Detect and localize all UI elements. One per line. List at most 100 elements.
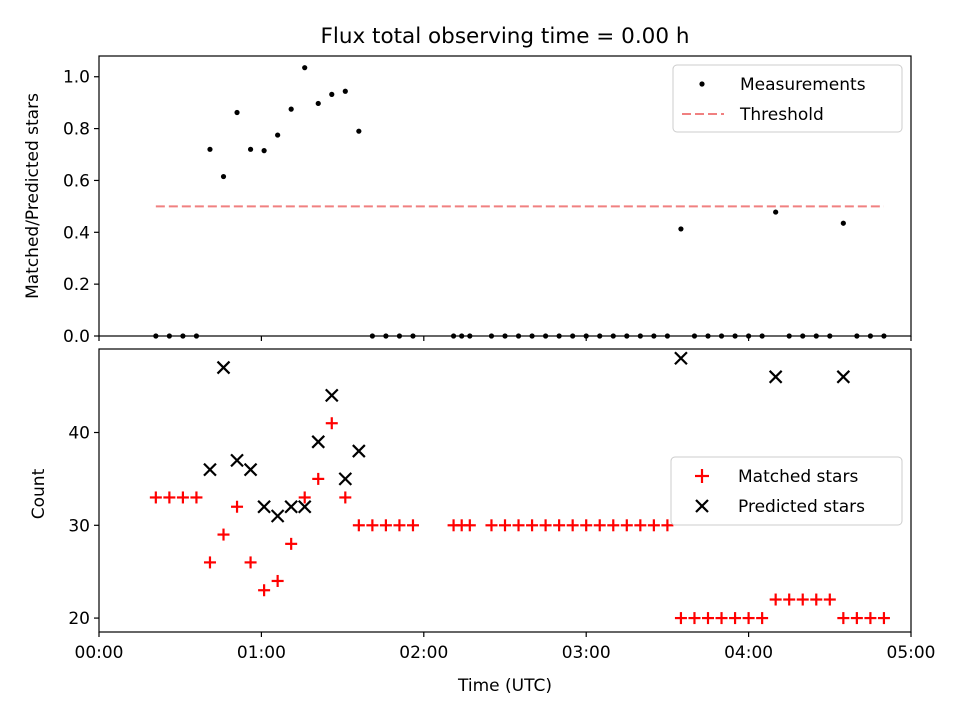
measurements-point bbox=[773, 209, 779, 215]
matched-stars-point bbox=[837, 612, 850, 625]
matched-stars-point bbox=[163, 491, 176, 504]
measurements-point bbox=[261, 148, 267, 154]
matched-stars-point bbox=[756, 612, 769, 625]
y-tick-label: 0.4 bbox=[63, 223, 90, 243]
measurements-point bbox=[288, 106, 294, 112]
matched-stars-point bbox=[850, 612, 863, 625]
matched-stars-point bbox=[539, 519, 552, 532]
y-tick-label: 20 bbox=[68, 609, 90, 629]
matched-stars-point bbox=[190, 491, 203, 504]
y-tick-label: 0.0 bbox=[63, 327, 90, 347]
matched-stars-point bbox=[715, 612, 728, 625]
y-tick-label: 0.8 bbox=[63, 120, 90, 140]
matched-stars-point bbox=[553, 519, 566, 532]
matched-stars-point bbox=[485, 519, 498, 532]
matched-stars-point bbox=[203, 556, 216, 569]
y-tick-label: 30 bbox=[68, 516, 90, 536]
predicted-stars-point bbox=[230, 453, 244, 468]
top-legend: Measurements Threshold bbox=[672, 64, 903, 133]
matched-stars-point bbox=[366, 519, 379, 532]
matched-stars-point bbox=[176, 491, 189, 504]
matched-stars-point bbox=[729, 612, 742, 625]
predicted-stars-point bbox=[324, 388, 339, 403]
x-tick-label: 05:00 bbox=[887, 643, 936, 663]
matched-stars-point bbox=[864, 612, 877, 625]
x-tick-label: 04:00 bbox=[724, 643, 773, 663]
matched-stars-point bbox=[742, 612, 755, 625]
predicted-stars-point bbox=[257, 499, 271, 514]
legend-marker-predicted-stars bbox=[695, 499, 709, 513]
matched-stars-point bbox=[379, 519, 392, 532]
x-tick-label: 00:00 bbox=[75, 643, 124, 663]
predicted-stars-point bbox=[768, 370, 783, 384]
y-tick-label: 40 bbox=[68, 424, 90, 444]
matched-stars-point bbox=[339, 491, 352, 504]
x-tick-label: 02:00 bbox=[399, 643, 448, 663]
measurements-point bbox=[247, 146, 254, 152]
matched-stars-point bbox=[325, 417, 338, 430]
matched-stars-point bbox=[810, 593, 823, 606]
predicted-stars-point bbox=[284, 499, 298, 514]
bottom-panel: Count Time (UTC) 00:00 01:00 02:00 03:00 04:… bbox=[29, 348, 936, 696]
measurements-point bbox=[356, 128, 362, 134]
matched-stars-point bbox=[285, 537, 298, 550]
matched-stars-point bbox=[231, 500, 244, 513]
matched-stars-point bbox=[298, 491, 311, 504]
measurements-point bbox=[207, 146, 213, 152]
matched-stars-point bbox=[512, 519, 525, 532]
legend-label-measurements: Measurements bbox=[740, 75, 866, 95]
x-axis-label: Time (UTC) bbox=[457, 676, 552, 696]
matched-stars-point bbox=[607, 519, 620, 532]
matched-stars-point bbox=[217, 528, 230, 541]
bottom-axes-frame bbox=[98, 348, 912, 633]
y-tick-label: 1.0 bbox=[63, 68, 90, 88]
bottom-y-axis-label: Count bbox=[29, 468, 49, 519]
predicted-stars-point bbox=[836, 370, 851, 384]
matched-stars-point bbox=[580, 519, 593, 532]
predicted-stars-point bbox=[352, 444, 366, 458]
predicted-stars-point bbox=[297, 499, 312, 514]
legend-box bbox=[672, 64, 903, 133]
measurements-point bbox=[840, 220, 846, 226]
predicted-stars-point bbox=[311, 435, 326, 449]
legend-label-matched-stars: Matched stars bbox=[738, 467, 858, 487]
matched-stars-point bbox=[620, 519, 633, 532]
matched-stars-point bbox=[702, 612, 714, 625]
measurements-point bbox=[678, 226, 684, 232]
top-axes-frame bbox=[98, 55, 912, 337]
measurements-point bbox=[234, 109, 240, 116]
measurements-point bbox=[302, 65, 308, 71]
legend-label-threshold: Threshold bbox=[739, 105, 824, 125]
chart-title: Flux total observing time = 0.00 h bbox=[321, 24, 690, 49]
matched-stars-point bbox=[244, 556, 257, 569]
measurements-point bbox=[342, 88, 348, 94]
predicted-stars-point bbox=[216, 360, 231, 375]
predicted-stars-point bbox=[674, 351, 688, 366]
matched-stars-point bbox=[634, 519, 647, 532]
matched-stars-point bbox=[271, 574, 284, 587]
matched-stars-point bbox=[877, 612, 890, 625]
legend-label-predicted-stars: Predicted stars bbox=[738, 497, 865, 517]
measurements-point bbox=[275, 132, 281, 138]
matched-stars-point bbox=[769, 593, 782, 606]
x-tick-label: 01:00 bbox=[237, 643, 286, 663]
matched-stars-point bbox=[312, 472, 325, 485]
matched-stars-point bbox=[688, 612, 701, 625]
matched-stars-point bbox=[566, 519, 579, 532]
matched-stars-point bbox=[783, 593, 796, 606]
matched-stars-point bbox=[352, 519, 365, 532]
top-y-axis-label: Matched/Predicted stars bbox=[23, 93, 43, 299]
legend-box bbox=[670, 456, 903, 526]
matched-stars-point bbox=[661, 519, 674, 532]
matched-stars-point bbox=[647, 519, 660, 532]
matched-stars-point bbox=[823, 593, 836, 606]
bottom-legend: Matched stars Predicted stars bbox=[670, 456, 903, 526]
matched-stars-point bbox=[593, 519, 606, 532]
matched-stars-point bbox=[406, 519, 419, 532]
measurements-point bbox=[315, 100, 321, 107]
matched-stars-point bbox=[796, 593, 809, 606]
predicted-stars-point bbox=[338, 472, 353, 486]
legend-marker-measurements bbox=[699, 81, 705, 87]
predicted-stars-point bbox=[243, 462, 258, 477]
